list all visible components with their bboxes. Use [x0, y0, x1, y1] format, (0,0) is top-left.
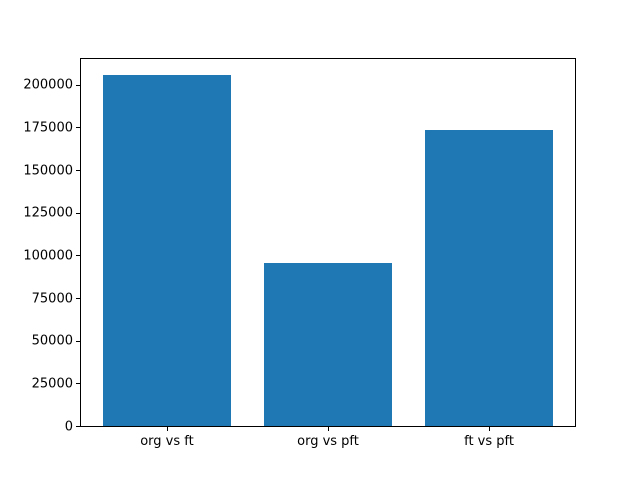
y-tick-mark — [76, 298, 80, 300]
y-tick-mark — [76, 127, 80, 129]
y-tick-mark — [76, 383, 80, 385]
y-tick-label: 0 — [64, 419, 73, 434]
y-tick-mark — [76, 255, 80, 257]
y-tick-mark — [76, 426, 80, 427]
y-tick-mark — [76, 340, 80, 342]
x-tick-mark — [166, 426, 168, 431]
y-tick-label: 125000 — [23, 205, 73, 221]
x-tick-label: ft vs pft — [464, 433, 514, 449]
y-tick-mark — [76, 212, 80, 214]
y-tick-label: 175000 — [23, 120, 73, 136]
x-tick-mark — [328, 426, 329, 431]
x-tick-mark — [489, 426, 491, 431]
y-tick-mark — [76, 170, 80, 172]
plot-area — [80, 57, 576, 427]
x-tick-label: org vs pft — [297, 433, 359, 449]
bar-ft-vs-pft — [424, 129, 554, 426]
bar-org-vs-pft — [263, 263, 393, 426]
y-tick-label: 150000 — [23, 163, 73, 179]
y-tick-label: 25000 — [31, 376, 73, 392]
y-tick-label: 75000 — [31, 291, 73, 307]
y-tick-mark — [76, 84, 80, 86]
y-tick-label: 100000 — [23, 248, 73, 264]
y-tick-label: 50000 — [31, 333, 73, 349]
x-tick-label: org vs ft — [140, 433, 194, 449]
y-tick-label: 200000 — [23, 77, 73, 93]
bar-org-vs-ft — [102, 75, 232, 426]
